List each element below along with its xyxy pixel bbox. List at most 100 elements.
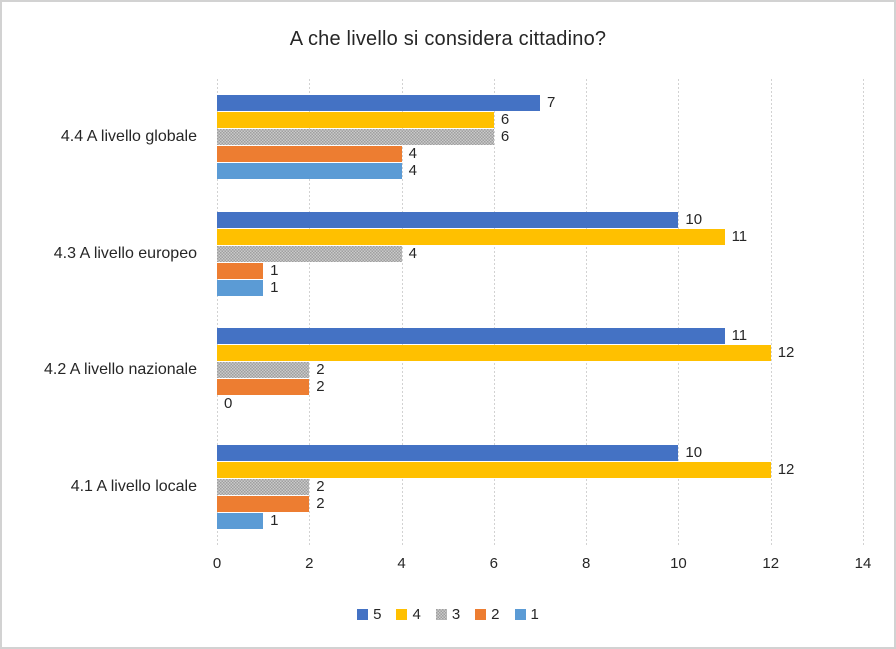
data-label: 2 [316,378,325,395]
gridline [678,79,680,545]
bar-row: 4 [217,163,863,179]
data-label: 7 [547,94,556,111]
legend-item: 3 [435,606,461,623]
bar-row: 11 [217,328,863,344]
legend-label: 2 [491,606,500,623]
data-label: 4 [408,244,417,262]
gridline [586,79,588,545]
bar-series-2 [217,495,310,512]
legend-label: 1 [530,606,539,623]
data-label: 6 [500,128,510,145]
data-label: 1 [270,511,279,529]
legend-label: 4 [412,606,421,623]
bar-row: 12 [217,460,863,478]
bar-series-3 [217,362,310,378]
data-label: 2 [316,361,325,378]
category-label: 4.1 A livello locale [70,477,197,495]
category-label: 4.2 A livello nazionale [44,361,197,379]
plot-area: 7 6 6 4 4 10 11 4 1 1 11 12 2 2 0 10 12 2 2 1 [217,79,864,546]
bar-row: 2 [217,494,863,512]
bar-row: 1 [217,261,863,279]
bar-group: 11 12 2 2 0 [217,312,863,429]
bar-group: 10 11 4 1 1 [217,196,863,313]
bar-series-5 [217,328,725,344]
bar-series-2 [217,379,310,395]
bar-row: 4 [217,146,863,162]
x-tick-label: 12 [762,555,780,572]
data-label: 1 [270,261,279,279]
legend-item: 4 [396,606,421,623]
bar-series-5 [217,95,540,111]
bar-row: 2 [217,362,863,378]
bar-row: 10 [217,443,863,461]
legend: 5 4 3 2 1 [2,606,894,623]
legend-item: 5 [357,606,381,623]
bar-row: 1 [217,278,863,296]
bar-group: 10 12 2 2 1 [217,429,863,546]
bar-series-2 [217,146,402,162]
bar-row: 1 [217,511,863,529]
bar-series-1 [217,163,402,179]
category-axis: 4.4 A livello globale 4.3 A livello europ… [2,79,207,545]
bar-series-4 [217,461,771,478]
data-label: 10 [685,210,703,228]
data-label: 0 [224,395,233,412]
legend-label: 3 [451,606,461,623]
data-label: 12 [777,460,795,478]
bar-series-3 [217,478,310,495]
bar-row: 12 [217,345,863,361]
bar-series-3 [217,129,494,145]
bar-row: 4 [217,244,863,262]
legend-swatch-icon [435,609,447,620]
bar-series-4 [217,228,725,245]
bar-series-4 [217,112,494,128]
bar-series-3 [217,245,402,262]
gridline [863,79,864,545]
gridline [493,79,495,545]
data-label: 11 [731,227,748,245]
bar-row: 10 [217,210,863,228]
legend-item: 2 [475,606,500,623]
data-label: 11 [731,327,748,344]
chart-title: A che livello si considera cittadino? [289,28,607,50]
bar-row: 6 [217,129,863,145]
legend-swatch-icon [514,609,526,620]
x-axis: 0 2 4 6 8 10 12 14 [213,555,872,577]
data-label: 12 [777,344,795,361]
x-tick-label: 10 [670,555,687,572]
legend-swatch-icon [475,609,487,620]
bar-row: 0 [217,396,863,412]
x-tick-label: 6 [489,555,499,572]
x-tick-label: 4 [397,555,406,572]
gridline [217,79,218,545]
bar-series-2 [217,262,264,279]
bar-series-5 [217,211,679,228]
data-label: 10 [685,443,703,461]
bar-series-1 [217,512,264,529]
category-label: 4.4 A livello globale [60,128,197,146]
bar-row: 6 [217,112,863,128]
data-label: 4 [408,145,417,162]
data-label: 2 [316,494,325,512]
gridline [401,79,403,545]
legend-item: 1 [514,606,539,623]
bar-series-5 [217,444,679,461]
legend-label: 5 [373,606,382,623]
category-label: 4.3 A livello europeo [53,244,197,262]
data-label: 2 [316,477,325,495]
data-label: 6 [500,111,510,128]
bar-series-4 [217,345,771,361]
data-label: 4 [408,162,417,179]
data-label: 1 [270,278,279,296]
legend-swatch-icon [396,609,408,620]
legend-swatch-icon [357,609,369,620]
bar-row: 7 [217,95,863,111]
x-tick-label: 8 [581,555,591,572]
x-tick-label: 2 [305,555,314,572]
bar-row: 2 [217,477,863,495]
x-tick-label: 14 [854,555,872,572]
bar-row: 2 [217,379,863,395]
bar-row: 11 [217,227,863,245]
